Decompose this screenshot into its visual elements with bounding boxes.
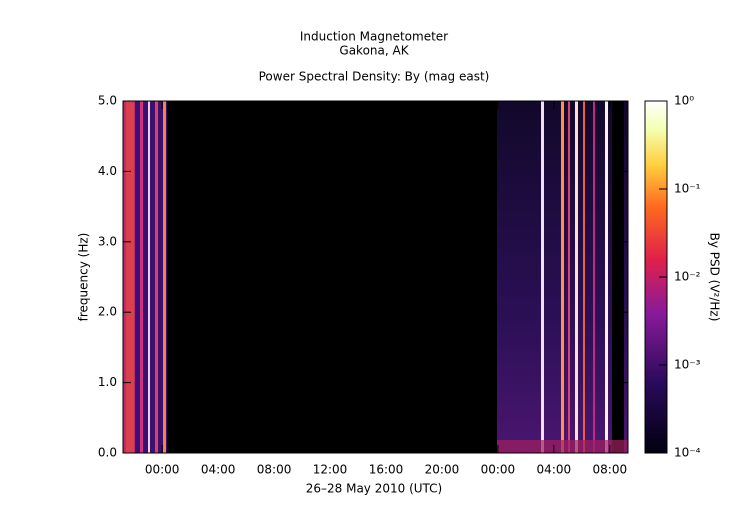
x-tick-label: 00:00 [145, 463, 180, 477]
spectral-band [155, 101, 158, 453]
spectral-band [605, 101, 608, 453]
spectral-band [593, 101, 595, 453]
spectral-band [561, 101, 564, 453]
y-tick-label: 5.0 [98, 94, 117, 108]
y-axis-label: frequency (Hz) [77, 233, 91, 322]
colorbar-label: By PSD (V²/Hz) [708, 233, 722, 322]
y-tick-label: 2.0 [98, 305, 117, 319]
x-tick-label: 08:00 [257, 463, 292, 477]
spectrogram [122, 100, 629, 454]
colorbar-tick-label: 10⁻² [674, 270, 701, 284]
spectral-band [612, 101, 624, 453]
spectral-band [575, 101, 578, 453]
y-tick-label: 4.0 [98, 164, 117, 178]
x-axis-label: 26–28 May 2010 (UTC) [306, 482, 442, 496]
spectral-band [163, 101, 166, 453]
spectral-band [140, 101, 143, 453]
chart-title: Induction Magnetometer [300, 30, 448, 44]
spectral-band [148, 101, 150, 453]
spectral-band [135, 101, 167, 453]
x-tick-label: 20:00 [425, 463, 460, 477]
colorbar-tick-label: 10⁰ [674, 94, 694, 108]
x-tick-label: 16:00 [369, 463, 404, 477]
spectral-band [583, 101, 585, 453]
plot-frame [122, 100, 629, 454]
colorbar-tick-label: 10⁻⁴ [674, 446, 701, 460]
spectral-band [497, 440, 628, 453]
chart-subtitle: Gakona, AK [339, 44, 409, 58]
spectral-band [126, 101, 134, 453]
x-tick-label: 04:00 [537, 463, 572, 477]
y-tick-label: 3.0 [98, 234, 117, 248]
colorbar-tick-label: 10⁻³ [674, 358, 701, 372]
colorbar-tick-label: 10⁻¹ [674, 182, 701, 196]
y-tick-label: 0.0 [98, 446, 117, 460]
x-tick-label: 04:00 [201, 463, 236, 477]
spectral-band [568, 101, 570, 453]
x-tick-label: 00:00 [481, 463, 516, 477]
y-tick-label: 1.0 [98, 375, 117, 389]
plot-title: Power Spectral Density: By (mag east) [259, 70, 490, 84]
x-tick-label: 08:00 [593, 463, 628, 477]
spectral-band [541, 101, 544, 453]
x-tick-label: 12:00 [313, 463, 348, 477]
